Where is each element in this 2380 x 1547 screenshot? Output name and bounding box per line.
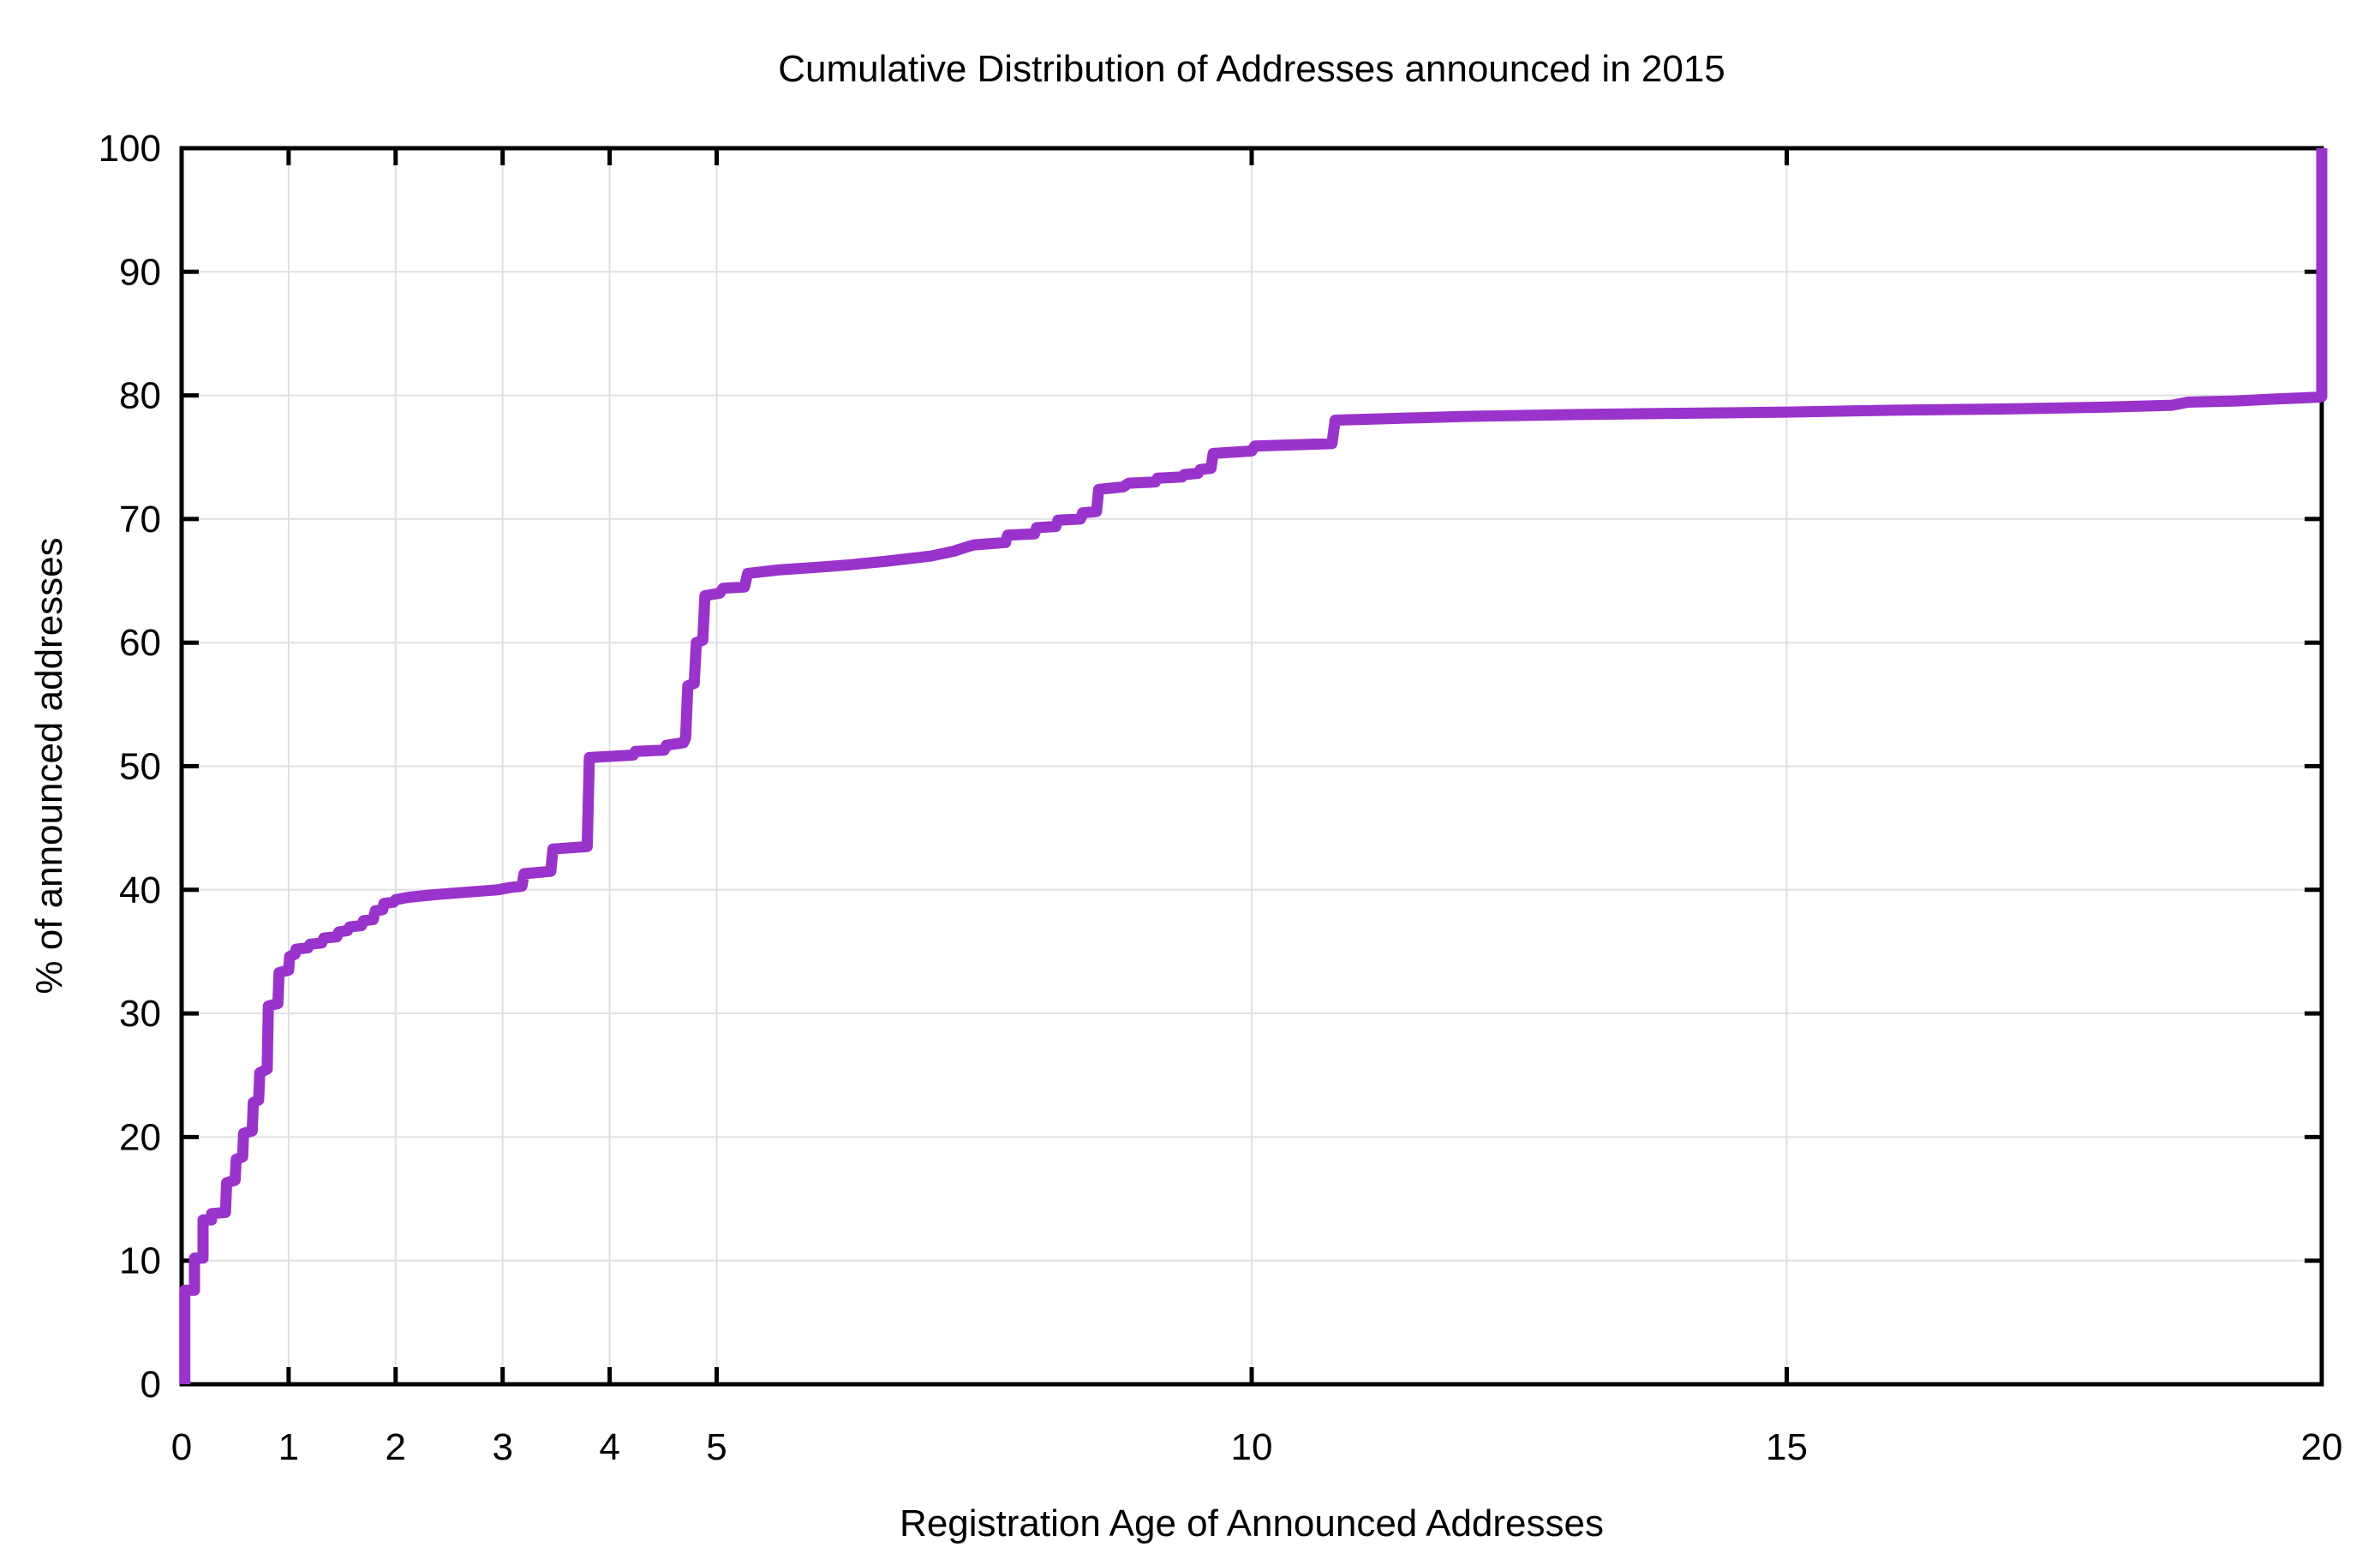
chart-title: Cumulative Distribution of Addresses ann… [778,48,1725,90]
gridlines [182,148,2322,1384]
plot-border [179,146,2324,1387]
y-tick-label: 100 [99,128,161,170]
x-tick-label: 1 [278,1426,299,1468]
y-tick-label: 10 [119,1240,161,1282]
y-tick-label: 80 [119,375,161,417]
y-tick-label: 90 [119,251,161,293]
x-tick-label: 4 [599,1426,619,1468]
y-tick-label: 20 [119,1116,161,1158]
x-tick-label: 5 [706,1426,727,1468]
x-tick-labels: 0 1 2 3 4 5 10 15 20 [171,1426,2343,1468]
x-tick-label: 10 [1231,1426,1273,1468]
x-tick-label: 3 [492,1426,512,1468]
y-tick-label: 60 [119,622,161,664]
x-tick-label: 0 [171,1426,192,1468]
y-tick-label: 50 [119,746,161,788]
y-tick-label: 30 [119,993,161,1035]
y-tick-labels: 0 10 20 30 40 50 60 70 80 90 100 [99,128,161,1406]
cdf-curve-layer [179,148,2328,1384]
y-tick-label: 70 [119,499,161,541]
x-tick-label: 15 [1766,1426,1808,1468]
cdf-line [179,148,2328,1384]
x-tick-label: 2 [386,1426,406,1468]
y-tick-label: 0 [141,1364,161,1406]
y-tick-label: 40 [119,869,161,911]
x-tick-label: 20 [2301,1426,2343,1468]
y-axis-label: % of announced addresses [28,537,70,994]
x-axis-label: Registration Age of Announced Addresses [900,1502,1604,1544]
